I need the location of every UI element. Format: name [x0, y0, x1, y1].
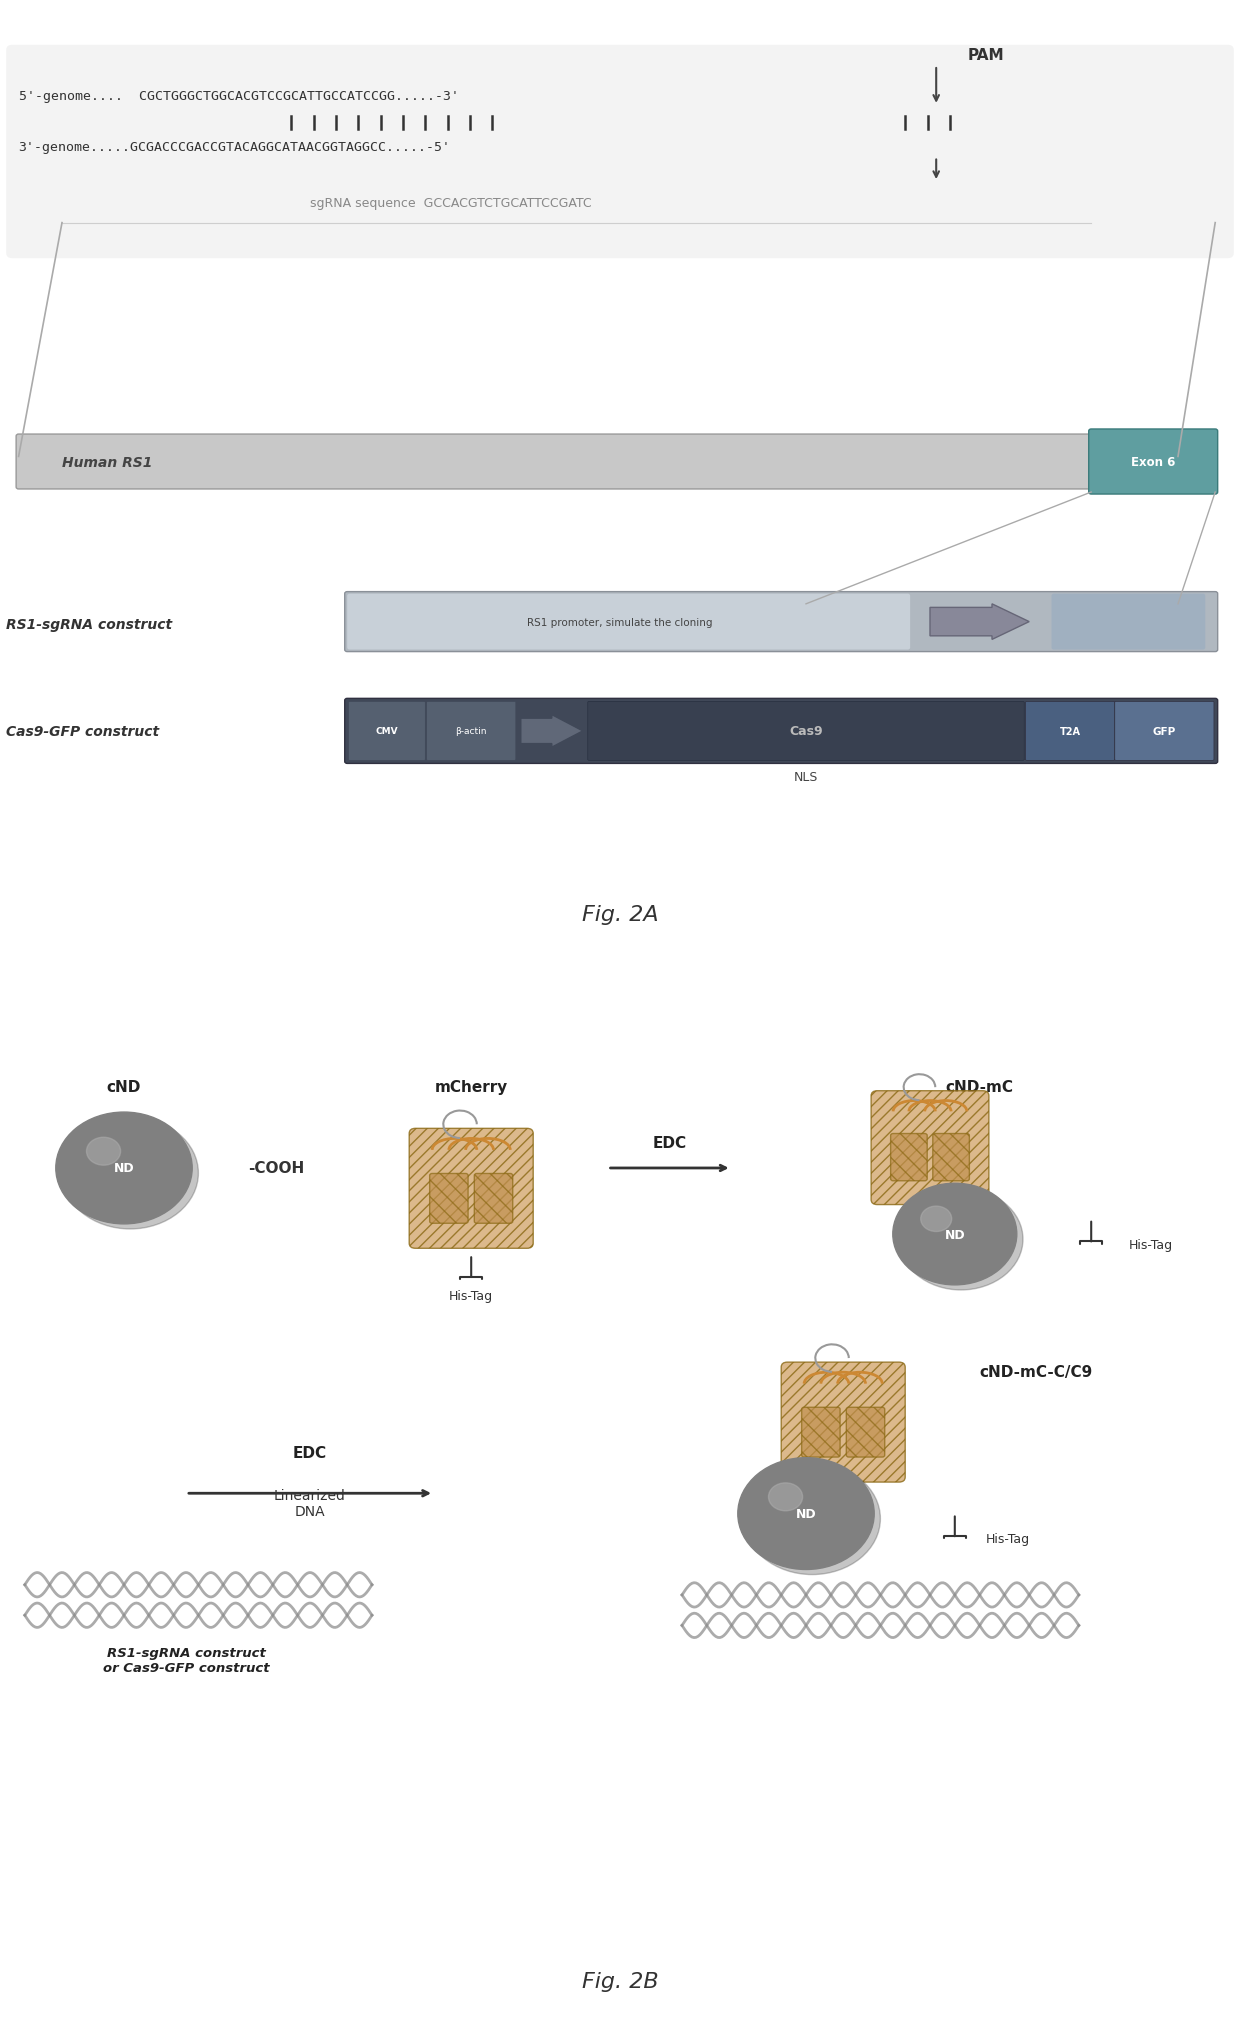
Text: RS1-sgRNA construct
or Cas9-GFP construct: RS1-sgRNA construct or Cas9-GFP construc… — [103, 1646, 269, 1674]
Text: ND: ND — [945, 1227, 965, 1242]
FancyBboxPatch shape — [348, 701, 425, 760]
Text: ND: ND — [796, 1508, 816, 1520]
Text: 3'-genome.....GCGACCCGACCGTACAGGCATAACGGTAGGCC.....-5': 3'-genome.....GCGACCCGACCGTACAGGCATAACGG… — [19, 140, 450, 154]
Circle shape — [738, 1459, 874, 1569]
Text: RS1 promoter, simulate the cloning: RS1 promoter, simulate the cloning — [527, 618, 713, 628]
Text: Cas9: Cas9 — [789, 725, 823, 738]
Text: Exon 6: Exon 6 — [1131, 455, 1176, 469]
FancyBboxPatch shape — [474, 1174, 513, 1223]
Text: -COOH: -COOH — [248, 1160, 304, 1177]
FancyBboxPatch shape — [801, 1408, 839, 1457]
Text: Linearized
DNA: Linearized DNA — [274, 1487, 346, 1518]
Circle shape — [893, 1183, 1017, 1286]
Text: His-Tag: His-Tag — [1128, 1237, 1173, 1252]
Circle shape — [899, 1189, 1023, 1290]
Circle shape — [56, 1112, 192, 1223]
Text: Fig. 2A: Fig. 2A — [582, 904, 658, 925]
FancyArrow shape — [930, 606, 1029, 640]
FancyBboxPatch shape — [1089, 429, 1218, 494]
Circle shape — [744, 1463, 880, 1575]
FancyBboxPatch shape — [847, 1408, 885, 1457]
FancyBboxPatch shape — [427, 701, 516, 760]
Text: mCherry: mCherry — [434, 1079, 508, 1095]
FancyBboxPatch shape — [932, 1134, 970, 1181]
FancyBboxPatch shape — [588, 701, 1024, 760]
Text: PAM: PAM — [967, 49, 1004, 63]
Text: NLS: NLS — [794, 770, 818, 784]
FancyBboxPatch shape — [890, 1134, 928, 1181]
FancyBboxPatch shape — [409, 1128, 533, 1248]
FancyBboxPatch shape — [347, 593, 910, 650]
FancyBboxPatch shape — [1025, 701, 1115, 760]
Text: 5'-genome....  CGCTGGGCTGGCACGTCCGCATTGCCATCCGG.....-3': 5'-genome.... CGCTGGGCTGGCACGTCCGCATTGCC… — [19, 89, 459, 104]
Circle shape — [87, 1138, 120, 1166]
Text: Cas9-GFP construct: Cas9-GFP construct — [6, 725, 159, 738]
Circle shape — [769, 1483, 802, 1512]
Text: EDC: EDC — [652, 1136, 687, 1150]
Text: Fig. 2B: Fig. 2B — [582, 1971, 658, 1991]
Text: ND: ND — [114, 1162, 134, 1174]
Circle shape — [62, 1118, 198, 1229]
FancyBboxPatch shape — [6, 45, 1234, 258]
Text: cND-mC-C/C9: cND-mC-C/C9 — [980, 1363, 1092, 1380]
Text: His-Tag: His-Tag — [449, 1288, 494, 1303]
Text: GFP: GFP — [1153, 727, 1176, 736]
Text: cND-mC: cND-mC — [946, 1079, 1013, 1095]
FancyBboxPatch shape — [870, 1091, 990, 1205]
FancyBboxPatch shape — [429, 1174, 467, 1223]
Text: His-Tag: His-Tag — [986, 1532, 1030, 1546]
FancyBboxPatch shape — [16, 435, 1199, 490]
Text: EDC: EDC — [293, 1445, 327, 1461]
FancyBboxPatch shape — [345, 593, 1218, 652]
FancyArrow shape — [521, 715, 583, 748]
Text: β-actin: β-actin — [455, 727, 487, 736]
Text: CMV: CMV — [376, 727, 398, 736]
Text: sgRNA sequence  GCCACGTCTGCATTCCGATC: sgRNA sequence GCCACGTCTGCATTCCGATC — [310, 197, 591, 209]
Circle shape — [920, 1207, 952, 1231]
FancyBboxPatch shape — [781, 1361, 905, 1483]
Text: T2A: T2A — [1060, 727, 1080, 736]
Text: RS1-sgRNA construct: RS1-sgRNA construct — [6, 618, 172, 632]
FancyBboxPatch shape — [1115, 701, 1214, 760]
FancyBboxPatch shape — [1052, 593, 1205, 650]
Text: cND: cND — [107, 1079, 141, 1095]
FancyBboxPatch shape — [345, 699, 1218, 764]
Text: Human RS1: Human RS1 — [62, 455, 153, 469]
